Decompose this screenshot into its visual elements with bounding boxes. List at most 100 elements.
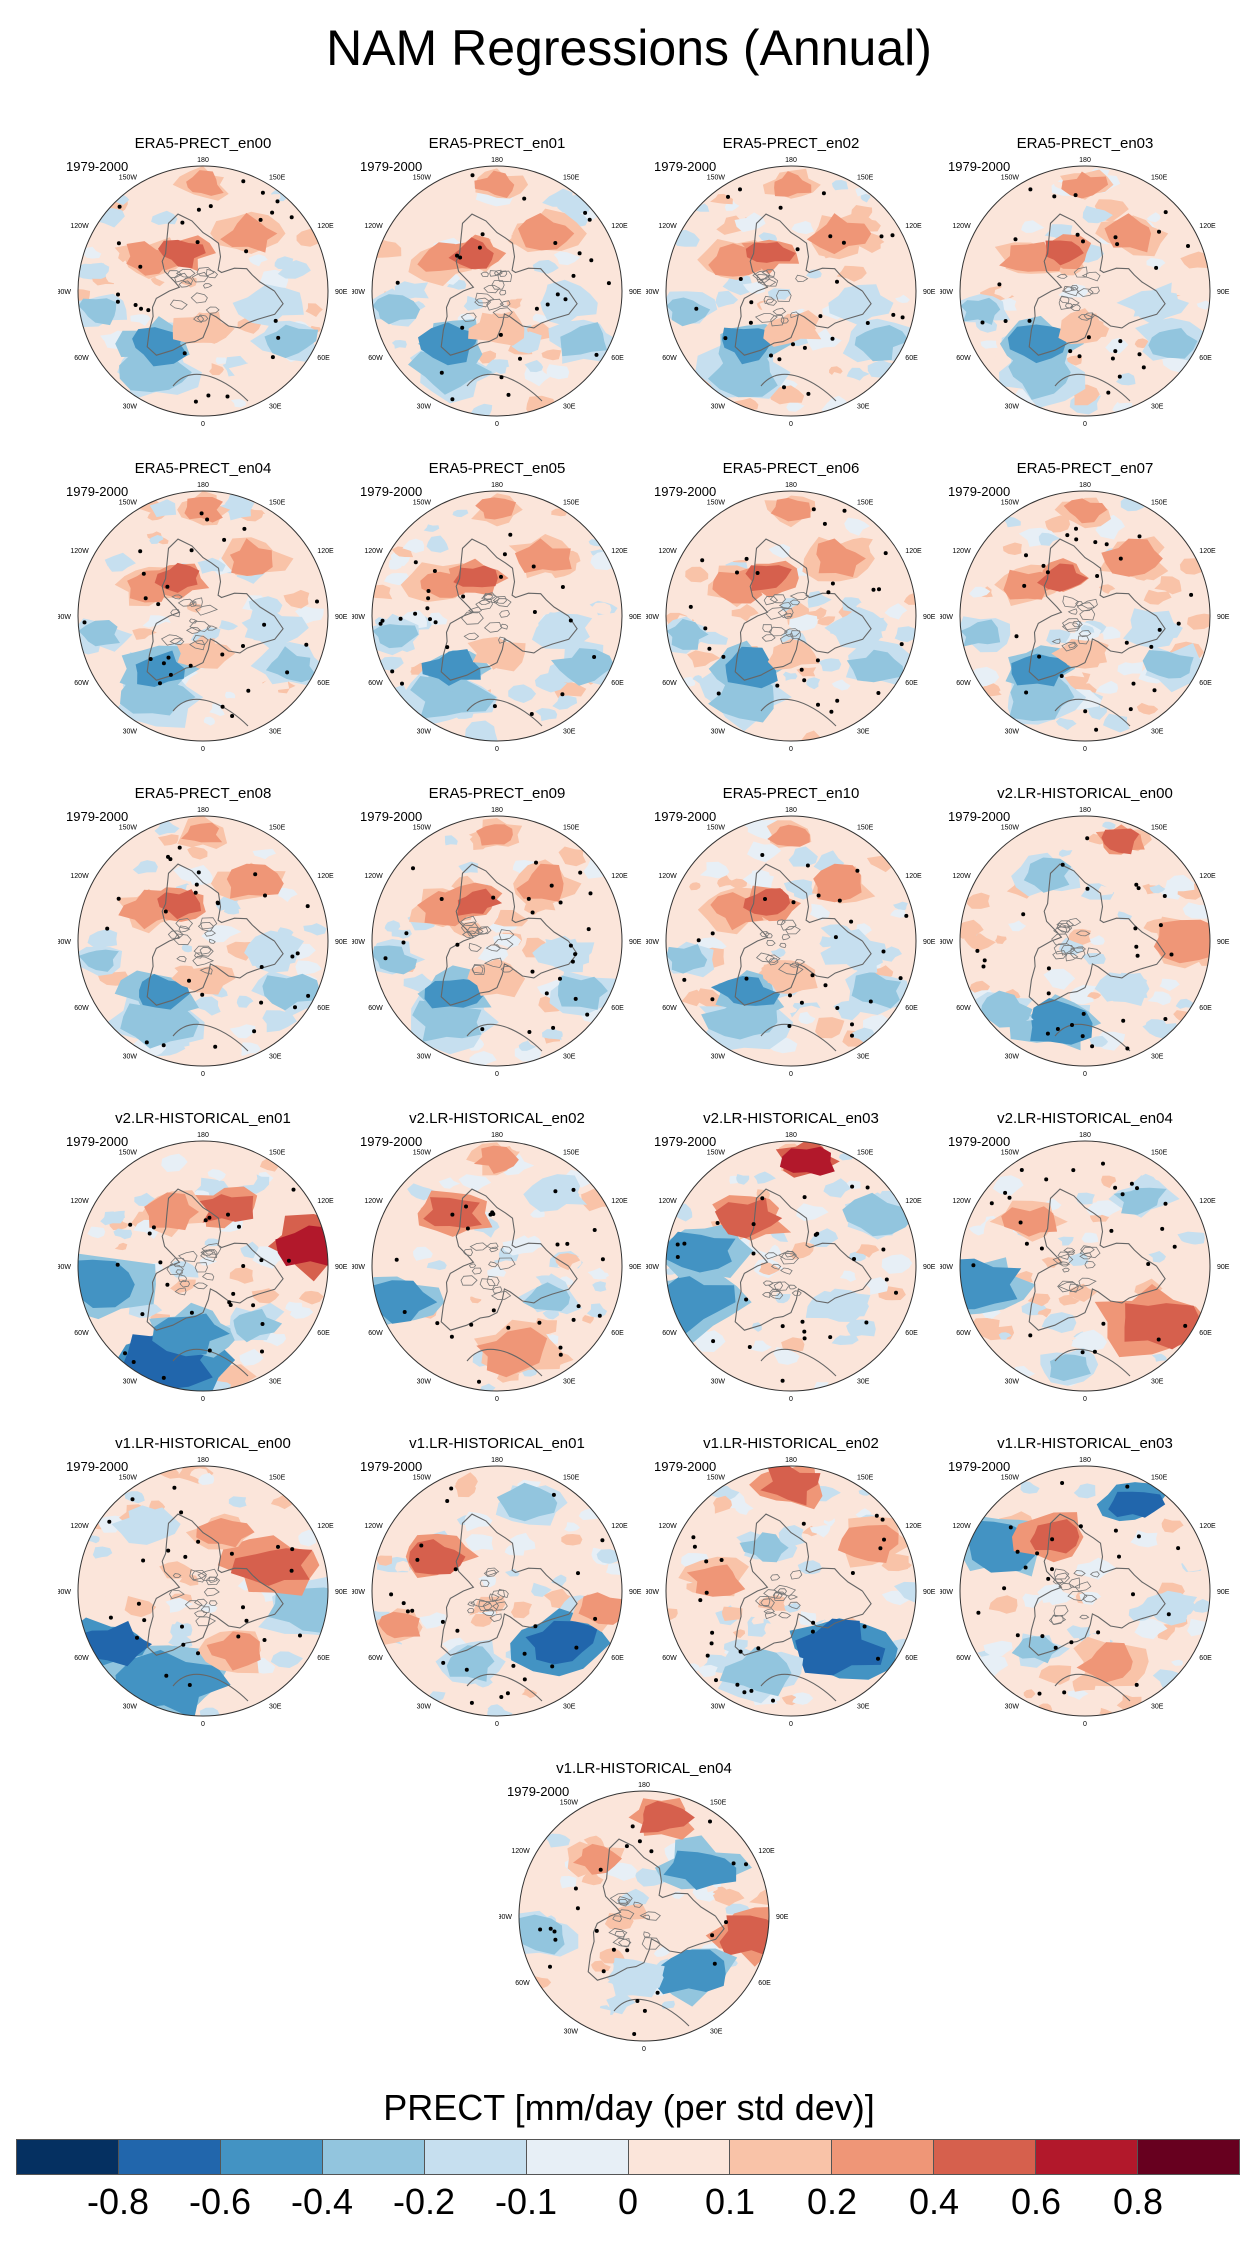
polar-map: 180 150W 150E 120W 120E 90W 90E 60W 60E 30W 30E 0 xyxy=(646,482,936,753)
noise-patch xyxy=(809,903,830,921)
anomaly-core xyxy=(525,1620,598,1665)
noise-patch xyxy=(181,944,192,953)
noise-patch xyxy=(869,250,890,269)
noise-patch xyxy=(1168,874,1195,892)
longitude-label-150w: 150W xyxy=(707,500,726,507)
noise-patch xyxy=(137,941,164,955)
anomaly-core xyxy=(152,1313,230,1357)
noise-patch xyxy=(226,1168,258,1188)
anomaly-core xyxy=(538,611,590,645)
panel-period: 1979-2000 xyxy=(360,809,423,824)
colorbar-tick-label: 0.2 xyxy=(806,2181,858,2222)
noise-patch xyxy=(1098,885,1114,896)
polar-map: 180 150W 150E 120W 120E 90W 90E 60W 60E 30W 30E 0 xyxy=(940,1132,1230,1403)
anomaly-core xyxy=(537,938,590,969)
noise-patch xyxy=(470,625,484,634)
longitude-label-30w: 30W xyxy=(711,1053,726,1060)
noise-patch xyxy=(731,604,759,622)
map-border xyxy=(665,1465,917,1717)
anomaly-core xyxy=(229,538,273,576)
anomaly-core xyxy=(1061,171,1109,199)
noise-patch xyxy=(303,923,327,936)
anomaly-core xyxy=(1131,611,1183,640)
noise-patch xyxy=(475,1247,501,1262)
longitude-label-90e: 90E xyxy=(629,939,642,946)
map-panel: v1.LR-HISTORICAL_en04 1979-2000 180 150W 150… xyxy=(499,1760,789,2060)
longitude-label-90w: 90W xyxy=(940,1589,953,1596)
anomaly-core xyxy=(851,971,902,1009)
significance-stippling xyxy=(107,1485,302,1687)
noise-patch xyxy=(168,525,192,538)
longitude-label-90e: 90E xyxy=(1217,289,1230,296)
arctic-islands xyxy=(755,919,806,976)
longitude-label-30e: 30E xyxy=(1151,1053,1164,1060)
longitude-label-30e: 30E xyxy=(269,403,282,410)
noise-patch xyxy=(504,1544,525,1556)
arctic-islands xyxy=(608,1892,661,1950)
longitude-label-60e: 60E xyxy=(1199,680,1212,687)
map-border xyxy=(371,1465,623,1717)
panel-period: 1979-2000 xyxy=(948,159,1011,174)
noise-patch xyxy=(261,1196,279,1210)
panel-title: ERA5-PRECT_en07 xyxy=(1016,460,1154,477)
noise-patch xyxy=(1136,702,1159,715)
noise-patch xyxy=(149,499,177,518)
noise-patch xyxy=(1149,884,1166,894)
noise-patch xyxy=(592,1281,607,1292)
coastline-europe xyxy=(466,1348,543,1377)
anomaly-core xyxy=(578,1592,622,1625)
noise-patch xyxy=(992,1175,1024,1196)
noise-patch xyxy=(587,1267,607,1280)
longitude-label-60w: 60W xyxy=(368,680,383,687)
noise-patch xyxy=(124,1596,157,1618)
noise-patch xyxy=(1082,205,1113,224)
longitude-label-90w: 90W xyxy=(940,1264,953,1271)
noise-patch xyxy=(476,1703,490,1711)
significance-stippling xyxy=(395,173,611,402)
longitude-label-180: 180 xyxy=(491,1457,503,1464)
noise-patch xyxy=(995,935,1007,944)
longitude-label-150w: 150W xyxy=(707,1150,726,1157)
longitude-label-30w: 30W xyxy=(123,1378,138,1385)
longitude-label-60w: 60W xyxy=(662,1330,677,1337)
anomaly-core xyxy=(651,1949,726,1995)
noise-patch xyxy=(1130,1530,1158,1548)
longitude-label-30e: 30E xyxy=(563,1703,576,1710)
coastlines xyxy=(1028,1513,1166,1656)
coastline-europe xyxy=(172,373,249,402)
noise-patch xyxy=(519,1006,552,1025)
anomaly-core xyxy=(372,624,419,649)
longitude-label-180: 180 xyxy=(197,157,209,164)
longitude-label-120w: 120W xyxy=(364,1523,383,1530)
noise-patch xyxy=(220,1617,244,1632)
map-border xyxy=(518,1790,770,2042)
longitude-label-150w: 150W xyxy=(119,500,138,507)
longitude-label-150w: 150W xyxy=(707,825,726,832)
arctic-islands xyxy=(460,1242,516,1301)
noise-patch xyxy=(223,518,258,536)
longitude-label-30e: 30E xyxy=(563,403,576,410)
longitude-label-0: 0 xyxy=(789,1071,793,1078)
noise-patch xyxy=(391,340,407,349)
noise-patch xyxy=(305,303,323,317)
longitude-label-150e: 150E xyxy=(857,1475,874,1482)
arctic-islands xyxy=(166,266,220,323)
noise-patch xyxy=(751,1615,764,1625)
arctic-islands xyxy=(755,1570,803,1620)
map-border xyxy=(77,490,329,742)
noise-patch xyxy=(1075,1557,1117,1580)
noise-patch xyxy=(1089,1035,1109,1047)
noise-patch xyxy=(506,298,523,309)
anomaly-core xyxy=(241,614,296,644)
noise-patch xyxy=(92,1546,113,1559)
noise-patch xyxy=(596,1549,621,1564)
noise-patch xyxy=(493,909,529,927)
longitude-label-30e: 30E xyxy=(1151,1703,1164,1710)
noise-patch xyxy=(988,1595,1018,1614)
noise-patch xyxy=(773,210,784,219)
longitude-label-30e: 30E xyxy=(563,1378,576,1385)
anomaly-core xyxy=(267,1587,328,1634)
panel-title: v1.LR-HISTORICAL_en00 xyxy=(115,1435,291,1452)
longitude-label-30w: 30W xyxy=(123,1703,138,1710)
noise-patch xyxy=(552,695,578,710)
